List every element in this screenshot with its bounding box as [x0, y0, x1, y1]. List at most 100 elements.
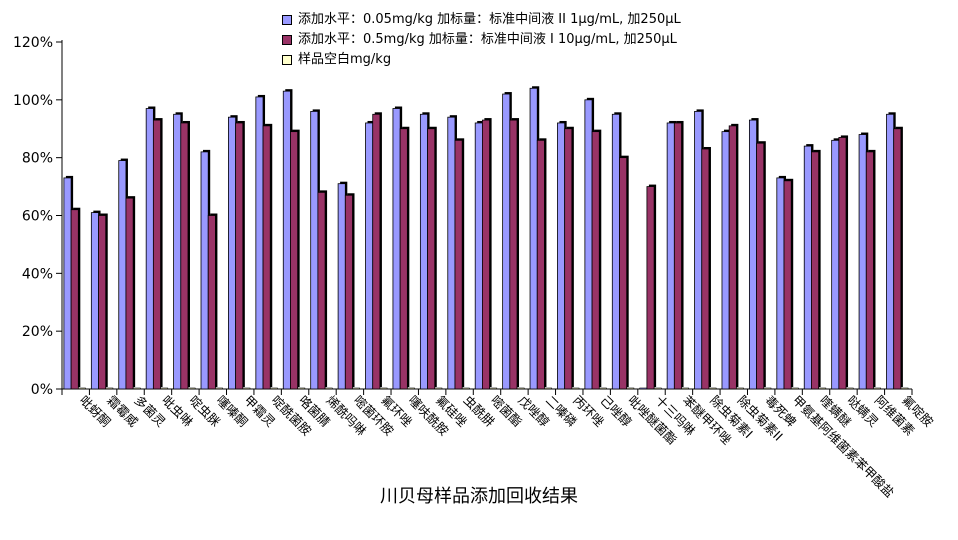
bar-1-15 [447, 116, 456, 390]
legend-label-2: 添加水平：0.5mg/kg 加标量：标准中间液 I 10μg/mL, 加250μ… [298, 32, 677, 47]
bar-3-24 [708, 387, 717, 390]
bar-1-4 [145, 108, 154, 390]
bar-3-8 [269, 387, 278, 390]
bars [63, 86, 909, 390]
bar-3-29 [845, 387, 854, 390]
bar-3-21 [626, 387, 635, 390]
bar-3-26 [763, 387, 772, 390]
bar-3-7 [242, 387, 251, 390]
legend-swatch-2 [282, 35, 292, 45]
bar-1-21 [611, 113, 620, 390]
y-tick-label: 80% [22, 151, 53, 167]
bar-3-11 [352, 387, 361, 390]
bar-2-27 [783, 180, 792, 390]
bar-2-4 [152, 119, 161, 390]
bar-2-16 [481, 119, 490, 390]
bar-3-17 [516, 387, 525, 390]
bar-3-6 [215, 387, 223, 390]
bar-2-3 [125, 197, 134, 390]
bar-2-1 [70, 209, 79, 390]
bar-3-18 [544, 387, 552, 390]
bar-2-18 [536, 139, 545, 390]
bar-1-3 [118, 160, 127, 390]
bar-3-2 [105, 387, 114, 390]
bar-3-15 [461, 387, 470, 390]
bar-2-12 [372, 113, 381, 390]
legend-item-series-3: 样品空白mg/kg [282, 50, 681, 70]
bar-2-15 [454, 139, 463, 390]
bar-3-19 [571, 387, 580, 390]
bar-3-16 [489, 387, 498, 390]
bar-1-13 [392, 108, 401, 390]
bar-3-10 [324, 387, 333, 390]
bar-2-2 [98, 215, 107, 390]
bar-1-6 [200, 151, 209, 390]
bar-1-31 [886, 113, 895, 390]
legend: 添加水平：0.05mg/kg 加标量：标准中间液 II 1μg/mL, 加250… [282, 10, 681, 70]
bar-2-9 [290, 131, 299, 390]
bar-1-20 [584, 99, 593, 390]
bar-2-29 [838, 137, 847, 390]
y-tick-label: 120% [13, 35, 53, 51]
bar-2-31 [893, 128, 902, 390]
bar-2-6 [207, 215, 216, 390]
bar-1-12 [365, 122, 374, 390]
y-tick-label: 0% [31, 382, 53, 398]
bar-1-7 [228, 116, 237, 390]
bar-3-25 [736, 387, 744, 390]
legend-item-series-2: 添加水平：0.5mg/kg 加标量：标准中间液 I 10μg/mL, 加250μ… [282, 30, 681, 50]
bar-1-9 [282, 90, 291, 390]
bar-1-27 [776, 177, 785, 390]
bar-1-24 [694, 111, 703, 390]
legend-swatch-1 [282, 15, 292, 25]
bar-3-12 [379, 387, 388, 390]
bar-2-25 [728, 125, 737, 390]
bar-2-22 [646, 186, 655, 390]
legend-label-1: 添加水平：0.05mg/kg 加标量：标准中间液 II 1μg/mL, 加250… [298, 12, 681, 27]
bar-2-7 [235, 122, 244, 390]
bar-3-9 [297, 387, 306, 390]
bar-3-28 [818, 387, 827, 390]
bar-2-14 [427, 128, 436, 390]
bar-1-28 [803, 145, 812, 390]
y-tick-labels: 0% 20% 40% 60% 80% 100% 120% [13, 35, 53, 398]
bar-3-22 [653, 387, 662, 390]
legend-item-series-1: 添加水平：0.05mg/kg 加标量：标准中间液 II 1μg/mL, 加250… [282, 10, 681, 30]
bar-1-23 [666, 122, 675, 390]
bar-2-20 [591, 131, 600, 390]
bar-3-13 [407, 387, 415, 390]
y-tick-label: 60% [22, 209, 53, 225]
bar-2-17 [509, 119, 518, 390]
bar-1-14 [419, 113, 428, 390]
bar-2-24 [701, 148, 710, 390]
bar-2-30 [865, 151, 874, 390]
bar-2-11 [344, 194, 353, 390]
chart-title: 川贝母样品添加回收结果 [380, 486, 578, 507]
y-tick-label: 20% [22, 324, 53, 340]
bar-2-19 [564, 128, 573, 390]
bar-1-17 [502, 93, 511, 390]
bar-1-29 [831, 139, 840, 390]
bar-1-19 [557, 122, 566, 390]
bar-1-25 [721, 131, 730, 390]
bar-3-31 [900, 387, 909, 390]
bar-1-16 [474, 122, 483, 390]
bar-3-5 [187, 387, 196, 390]
bar-1-30 [858, 134, 867, 390]
bar-2-21 [619, 157, 628, 390]
bar-2-23 [673, 122, 682, 390]
bar-3-30 [873, 387, 881, 390]
bar-3-23 [681, 387, 690, 390]
bar-3-14 [434, 387, 443, 390]
bar-2-13 [399, 128, 408, 390]
bar-2-28 [811, 151, 820, 390]
bar-2-10 [317, 191, 326, 390]
legend-swatch-3 [282, 55, 292, 65]
bar-2-5 [180, 122, 189, 390]
bar-2-8 [262, 125, 271, 390]
bar-3-20 [598, 387, 607, 390]
bar-2-26 [756, 142, 765, 390]
bar-3-3 [132, 387, 141, 390]
bar-1-26 [748, 119, 757, 390]
